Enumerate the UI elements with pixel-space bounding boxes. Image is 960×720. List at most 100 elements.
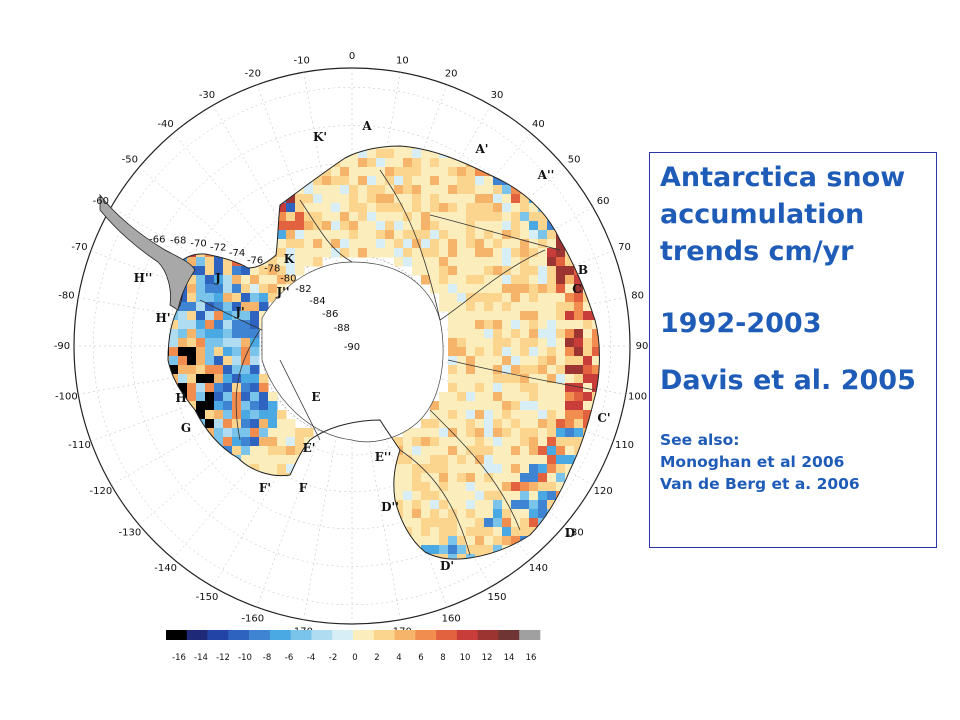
trend-cell bbox=[340, 446, 350, 456]
trend-cell bbox=[412, 446, 422, 456]
trend-cell bbox=[565, 203, 575, 213]
trend-cell bbox=[322, 455, 332, 465]
trend-cell bbox=[592, 527, 600, 537]
trend-cell bbox=[466, 491, 476, 501]
trend-cell bbox=[475, 563, 485, 573]
trend-cell bbox=[439, 194, 449, 204]
trend-cell bbox=[322, 527, 332, 537]
trend-cell bbox=[268, 284, 278, 294]
trend-cell bbox=[421, 149, 431, 159]
trend-cell bbox=[214, 176, 224, 186]
trend-cell bbox=[295, 239, 305, 249]
trend-cell bbox=[367, 194, 377, 204]
basin-label: B bbox=[578, 263, 588, 277]
trend-cell bbox=[565, 239, 575, 249]
trend-cell bbox=[529, 320, 539, 330]
trend-cell bbox=[556, 167, 566, 177]
trend-cell bbox=[259, 230, 269, 240]
trend-cell bbox=[601, 365, 611, 375]
trend-cell bbox=[574, 554, 584, 560]
trend-cell bbox=[412, 455, 422, 465]
trend-cell bbox=[439, 158, 449, 168]
trend-cell bbox=[448, 482, 458, 492]
trend-cell bbox=[304, 554, 314, 560]
trend-cell bbox=[529, 302, 539, 312]
trend-cell bbox=[511, 491, 521, 501]
trend-cell bbox=[223, 545, 233, 555]
trend-cell bbox=[475, 266, 485, 276]
trend-cell bbox=[601, 347, 611, 357]
trend-cell bbox=[520, 221, 530, 231]
trend-cell bbox=[457, 221, 467, 231]
trend-cell bbox=[529, 149, 539, 159]
trend-cell bbox=[457, 437, 467, 447]
trend-cell bbox=[331, 194, 341, 204]
trend-cell bbox=[205, 437, 215, 447]
trend-cell bbox=[331, 509, 341, 519]
trend-cell bbox=[547, 401, 557, 411]
trend-cell bbox=[241, 527, 251, 537]
see-also-ref-1: Monoghan et al 2006 bbox=[660, 453, 845, 471]
trend-cell bbox=[457, 455, 467, 465]
trend-cell bbox=[538, 311, 548, 321]
trend-cell bbox=[457, 527, 467, 537]
trend-cell bbox=[493, 302, 503, 312]
trend-cell bbox=[547, 347, 557, 357]
trend-cell bbox=[502, 203, 512, 213]
trend-cell bbox=[394, 248, 404, 258]
trend-cell bbox=[259, 374, 269, 384]
trend-cell bbox=[592, 221, 600, 231]
trend-cell bbox=[349, 464, 359, 474]
trend-cell bbox=[430, 185, 440, 195]
trend-cell bbox=[466, 194, 476, 204]
trend-cell bbox=[538, 239, 548, 249]
latitude-label: -78 bbox=[264, 264, 280, 275]
trend-cell bbox=[475, 455, 485, 465]
longitude-label: -150 bbox=[196, 592, 219, 603]
trend-cell bbox=[538, 464, 548, 474]
trend-cell bbox=[493, 509, 503, 519]
trend-cell bbox=[547, 464, 557, 474]
trend-cell bbox=[241, 464, 251, 474]
trend-cell bbox=[457, 545, 467, 555]
trend-cell bbox=[511, 374, 521, 384]
trend-cell bbox=[529, 266, 539, 276]
trend-cell bbox=[259, 536, 269, 546]
trend-cell bbox=[511, 383, 521, 393]
trend-cell bbox=[322, 491, 332, 501]
trend-cell bbox=[214, 383, 224, 393]
trend-cell bbox=[457, 482, 467, 492]
trend-cell bbox=[547, 149, 557, 159]
trend-cell bbox=[295, 230, 305, 240]
trend-cell bbox=[196, 392, 206, 402]
trend-cell bbox=[367, 185, 377, 195]
trend-cell bbox=[475, 239, 485, 249]
trend-cell bbox=[304, 248, 314, 258]
trend-cell bbox=[421, 176, 431, 186]
trend-cell bbox=[277, 491, 287, 501]
trend-cell bbox=[565, 563, 575, 573]
trend-cell bbox=[511, 185, 521, 195]
trend-cell bbox=[547, 419, 557, 429]
colorbar-tick-label: 4 bbox=[396, 653, 401, 663]
trend-cell bbox=[457, 329, 467, 339]
trend-cell bbox=[394, 545, 404, 555]
trend-cell bbox=[412, 176, 422, 186]
trend-cell bbox=[565, 464, 575, 474]
trend-cell bbox=[502, 347, 512, 357]
trend-cell bbox=[205, 176, 215, 186]
trend-cell bbox=[268, 419, 278, 429]
trend-cell bbox=[250, 158, 260, 168]
longitude-label: 20 bbox=[445, 68, 458, 79]
trend-cell bbox=[601, 563, 611, 573]
trend-cell bbox=[520, 275, 530, 285]
trend-cell bbox=[403, 428, 413, 438]
trend-cell bbox=[223, 347, 233, 357]
trend-cell bbox=[277, 176, 287, 186]
colorbar-swatch bbox=[353, 630, 375, 640]
trend-cell bbox=[520, 419, 530, 429]
trend-cell bbox=[502, 365, 512, 375]
trend-cell bbox=[403, 176, 413, 186]
trend-cell bbox=[168, 455, 170, 465]
trend-cell bbox=[583, 293, 593, 303]
